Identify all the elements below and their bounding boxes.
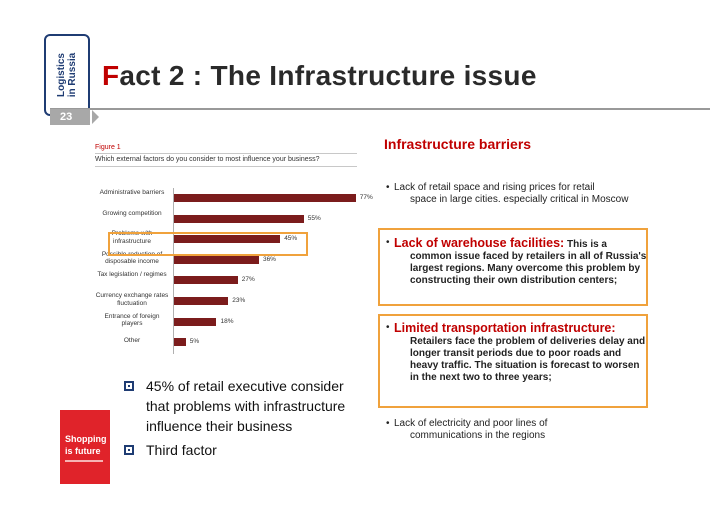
report-cover-thumbnail: Shopping is future bbox=[60, 410, 110, 484]
square-bullet-icon bbox=[124, 381, 134, 391]
chart-value-label: 18% bbox=[220, 317, 234, 325]
chart-value-label: 45% bbox=[284, 235, 298, 243]
chart-bar-row: Growing competition 55% bbox=[95, 209, 357, 233]
chart-highlight-box bbox=[108, 232, 308, 256]
transport-highlight-box bbox=[378, 314, 648, 408]
barrier-continuation: Retailers face the problem of deliveries… bbox=[410, 336, 646, 383]
slide-title: Fact 2 : The Infrastructure issue bbox=[102, 60, 537, 92]
bullet-dot: • bbox=[386, 322, 390, 333]
left-bullet-text: Third factor bbox=[146, 442, 217, 458]
left-bullet-list: 45% of retail executive consider that pr… bbox=[120, 376, 360, 464]
chart-bar bbox=[174, 194, 356, 202]
chart-bar bbox=[174, 235, 281, 244]
barrier-lead: Lack of warehouse facilities: This is a bbox=[394, 237, 650, 251]
chart-bar-row: Entrance of foreign players 18% bbox=[95, 312, 357, 336]
chart-category-label: Tax legislation / regimes bbox=[97, 271, 167, 279]
chart-bar bbox=[174, 317, 217, 326]
barrier-lead: Lack of electricity and poor lines of bbox=[394, 418, 548, 429]
figure-rule-bottom bbox=[95, 166, 357, 167]
chart-value-label: 36% bbox=[262, 255, 276, 263]
chart-bar bbox=[174, 255, 259, 264]
chart-category-label: Other bbox=[123, 337, 141, 345]
chart-bar-row: Tax legislation / regimes 27% bbox=[95, 271, 357, 294]
chart-value-label: 55% bbox=[307, 214, 321, 222]
barrier-continuation: common issue faced by retailers in all o… bbox=[410, 251, 647, 286]
barrier-lead-rest: This is a bbox=[564, 239, 607, 250]
figure-rule-top bbox=[95, 153, 357, 154]
figure-label: Figure 1 bbox=[95, 144, 121, 151]
barrier-continuation: space in large cities. especially critic… bbox=[410, 194, 629, 205]
chart-category-label: Entrance of foreign players bbox=[104, 312, 160, 328]
chart-value-label: 5% bbox=[189, 338, 200, 346]
chart-bar-row: Administrative barriers 77% bbox=[95, 189, 373, 212]
thumb-title-line2: is future bbox=[65, 446, 101, 456]
thumb-subtitle-bar bbox=[65, 460, 103, 462]
right-heading-block: Infrastructure barriers bbox=[384, 136, 654, 182]
section-tab-line2: in Russia bbox=[67, 52, 78, 98]
bullet-dot: • bbox=[386, 182, 390, 193]
barrier-continuation: communications in the regions bbox=[410, 430, 546, 441]
chart-category-label: Growing competition bbox=[102, 209, 162, 217]
barrier-lead: Lack of retail space and rising prices f… bbox=[394, 182, 595, 193]
thumb-title-line1: Shopping bbox=[65, 434, 107, 444]
title-rest: act 2 : The Infrastructure issue bbox=[119, 60, 537, 91]
chart-bar bbox=[174, 214, 304, 223]
barrier-item-electricity: • Lack of electricity and poor lines of … bbox=[384, 418, 650, 442]
section-tab: Logistics in Russia bbox=[44, 34, 90, 116]
section-tab-label: Logistics in Russia bbox=[56, 53, 78, 97]
page-number: 23 bbox=[50, 109, 90, 125]
barrier-item-transportation: • Limited transportation infrastructure:… bbox=[384, 322, 650, 384]
chart-value-label: 77% bbox=[359, 194, 373, 201]
bullet-dot: • bbox=[386, 418, 390, 429]
chart-bar bbox=[174, 276, 238, 285]
chart-category-label: Currency exchange rates fluctuation bbox=[95, 292, 169, 307]
chart-value-label: 23% bbox=[232, 297, 246, 304]
page-number-arrow bbox=[92, 110, 99, 124]
title-first-letter: F bbox=[102, 60, 120, 91]
chart-category-label: Administrative barriers bbox=[99, 189, 165, 196]
chart-bar-row: Other 5% bbox=[95, 336, 357, 356]
barrier-highlight: Limited transportation infrastructure: bbox=[394, 321, 616, 335]
bullet-dot: • bbox=[386, 237, 390, 248]
barrier-item-warehouse: • Lack of warehouse facilities: This is … bbox=[384, 237, 650, 287]
chart-axis bbox=[173, 188, 174, 354]
square-bullet-icon bbox=[124, 445, 134, 455]
chart-bar-row: Currency exchange rates fluctuation 23% bbox=[95, 292, 357, 315]
left-bullet-text: 45% of retail executive consider that pr… bbox=[146, 378, 346, 434]
barrier-item-retail-space: • Lack of retail space and rising prices… bbox=[384, 182, 654, 206]
title-divider bbox=[50, 108, 710, 110]
chart-value-label: 27% bbox=[241, 276, 255, 284]
warehouse-highlight-box bbox=[378, 228, 648, 306]
barrier-highlight: Lack of warehouse facilities: bbox=[394, 236, 565, 250]
section-tab-line1: Logistics bbox=[56, 53, 67, 97]
figure-question: Which external factors do you consider t… bbox=[95, 156, 320, 163]
left-bullet-item: 45% of retail executive consider that pr… bbox=[120, 376, 360, 436]
chart-bar bbox=[174, 338, 186, 347]
chart-bar bbox=[174, 297, 229, 305]
infrastructure-heading: Infrastructure barriers bbox=[384, 136, 532, 152]
barrier-lead: Limited transportation infrastructure: bbox=[394, 322, 650, 336]
left-bullet-item: Third factor bbox=[120, 440, 360, 460]
